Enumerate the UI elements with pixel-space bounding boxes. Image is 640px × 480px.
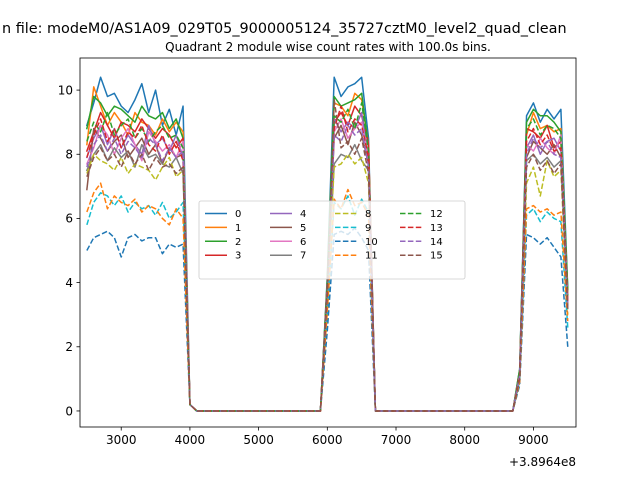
y-tick-label: 10 [58,83,73,97]
y-tick-label: 0 [65,404,73,418]
legend-label-2: 2 [235,237,241,248]
x-tick-label: 9000 [518,433,549,447]
series-line-14 [86,124,569,412]
legend-label-11: 11 [365,251,378,262]
x-axis-ticks: 3000 4000 5000 6000 7000 8000 9000 [106,427,549,447]
x-tick-label: 4000 [175,433,206,447]
legend-label-14: 14 [430,237,443,248]
figure-suptitle: n file: modeM0/AS1A09_029T05_9000005124_… [2,21,567,37]
y-tick-label: 8 [65,148,73,162]
legend-label-7: 7 [300,251,306,262]
axes-frame [79,57,577,428]
x-tick-label: 7000 [381,433,412,447]
legend-box [198,200,466,280]
legend-label-10: 10 [365,237,378,248]
x-tick-label: 6000 [312,433,343,447]
legend-label-15: 15 [430,251,443,262]
series-line-15 [86,98,569,412]
legend-label-6: 6 [300,237,306,248]
y-tick-label: 4 [65,276,73,290]
x-tick-label: 3000 [106,433,137,447]
y-tick-label: 2 [65,340,73,354]
y-tick-label: 6 [65,212,73,226]
x-offset-label: +3.8964e8 [509,455,576,469]
y-axis-ticks: 0 2 4 6 8 10 [58,83,80,418]
legend-label-9: 9 [365,223,371,234]
x-tick-label: 8000 [449,433,480,447]
legend-label-5: 5 [300,223,306,234]
legend-label-8: 8 [365,209,371,220]
legend-label-3: 3 [235,251,241,262]
legend-label-13: 13 [430,223,443,234]
series-layer [85,76,569,412]
legend-label-1: 1 [235,223,241,234]
legend-label-4: 4 [300,209,306,220]
chart-title: Quadrant 2 module wise count rates with … [165,40,491,54]
legend-label-12: 12 [430,209,443,220]
x-tick-label: 5000 [243,433,274,447]
legend-label-0: 0 [235,209,241,220]
